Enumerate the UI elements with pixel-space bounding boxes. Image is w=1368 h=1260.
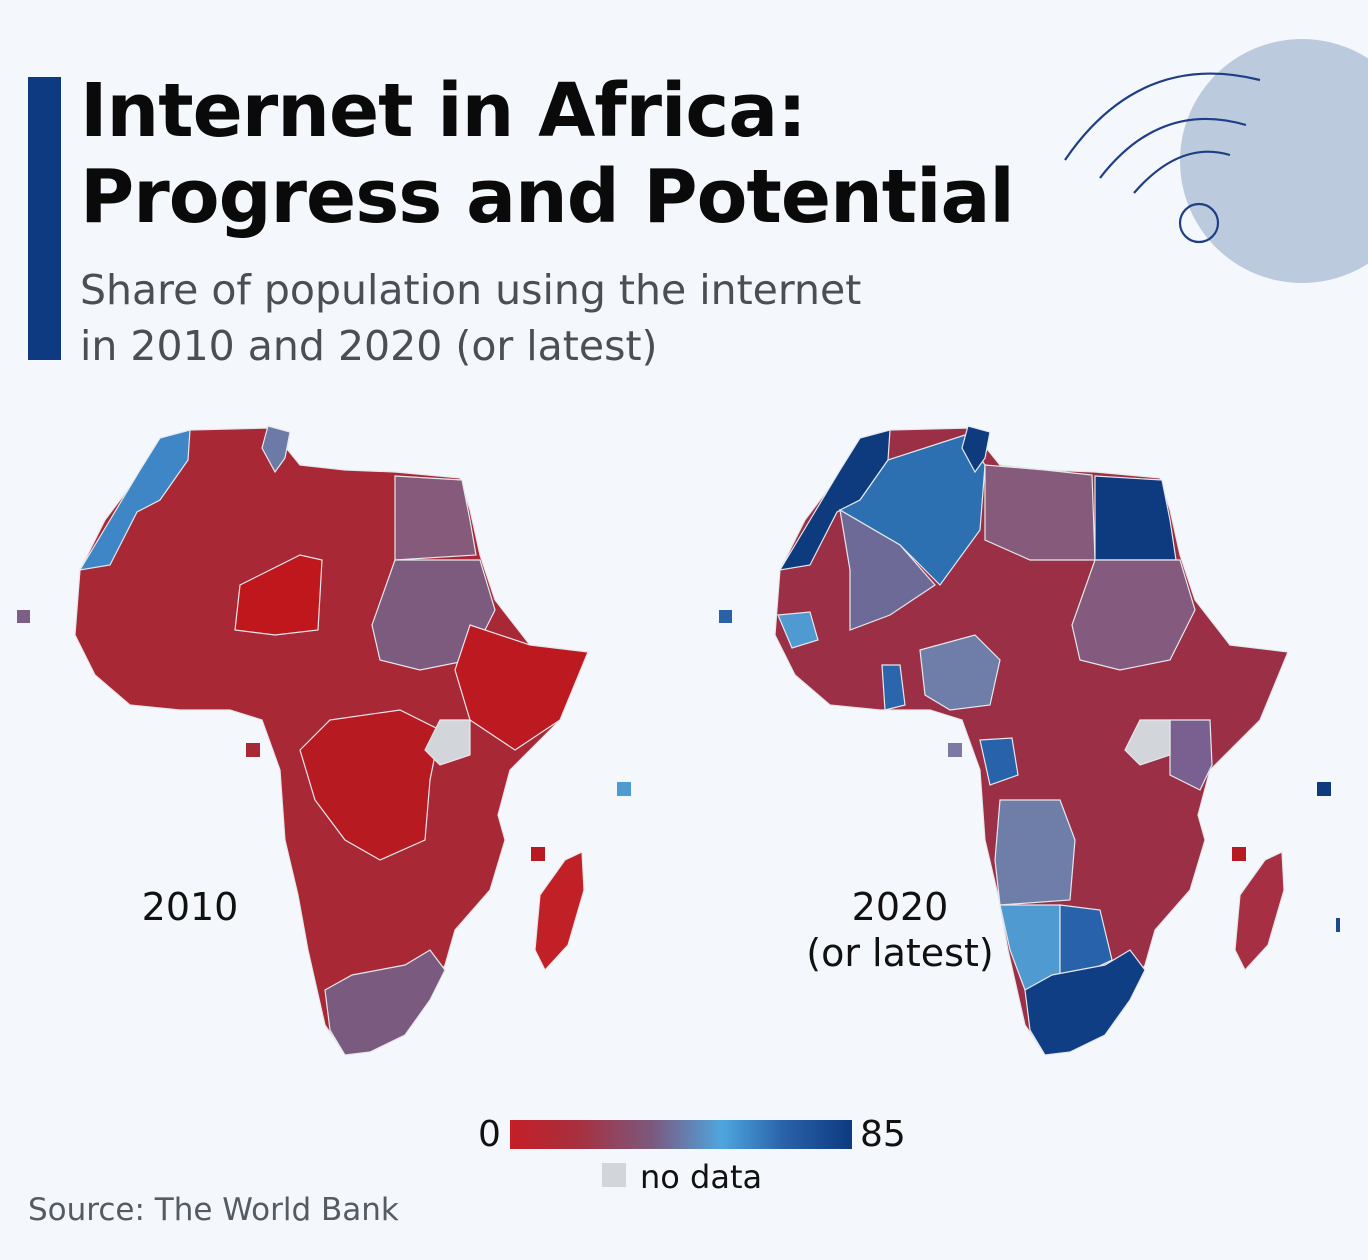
map-label-2010: 2010 <box>141 885 239 929</box>
map-2020-nigeria <box>919 634 1001 711</box>
legend-no-data-swatch <box>602 1163 626 1187</box>
map-2020-madagascar <box>1234 851 1285 972</box>
map-2020-egypt <box>1094 475 1177 561</box>
title-line-2: Progress and Potential <box>80 154 1015 240</box>
legend-min-label: 0 <box>478 1114 501 1155</box>
map-2020-gabon <box>979 737 1019 786</box>
map-2010-comoros <box>531 847 545 861</box>
title-line-1: Internet in Africa: <box>80 68 807 154</box>
map-2020-south-africa <box>1024 949 1146 1056</box>
map-2020-tunisia <box>961 425 991 474</box>
map-label-2020-line-1: 2020 <box>851 885 949 929</box>
subtitle: Share of population using the internet i… <box>80 262 861 374</box>
map-2010-morocco <box>78 429 191 571</box>
subtitle-line-1: Share of population using the internet <box>80 266 862 314</box>
map-2010-egypt <box>394 475 477 561</box>
map-label-2020-line-2: (or latest) <box>806 931 994 975</box>
map-2010-madagascar <box>534 851 585 972</box>
legend-max-label: 85 <box>860 1114 906 1155</box>
map-2010-cape-verde <box>17 610 30 623</box>
map-2020-comoros <box>1232 847 1246 861</box>
map-2020-angola <box>994 799 1076 906</box>
map-2020-mali <box>839 508 936 631</box>
accent-bar <box>28 77 61 360</box>
map-2010-niger <box>234 554 323 636</box>
map-2010-southern-africa <box>324 949 446 1056</box>
map-2020-uganda <box>1124 719 1171 766</box>
map-2020-ghana <box>881 664 906 711</box>
wifi-icon <box>1064 39 1368 283</box>
source-note: Source: The World Bank <box>28 1192 399 1228</box>
legend-color-scale <box>510 1120 852 1149</box>
africa-map-2020 <box>719 425 1340 1056</box>
africa-map-2010 <box>17 425 631 1056</box>
legend-no-data-label: no data <box>640 1158 763 1196</box>
subtitle-line-2: in 2010 and 2020 (or latest) <box>80 322 658 370</box>
map-2010-sao-tome <box>246 743 260 757</box>
map-2010-seychelles <box>617 782 631 796</box>
page-title: Internet in Africa: Progress and Potenti… <box>80 68 1015 240</box>
map-2010-drc <box>299 709 441 861</box>
map-label-2020: 2020 (or latest) <box>790 884 1010 976</box>
map-2020-libya <box>984 464 1096 561</box>
map-2010-uganda <box>424 719 471 766</box>
map-2010-ethiopia <box>454 624 589 751</box>
map-2020-senegal <box>777 611 819 649</box>
map-2020-seychelles <box>1317 782 1331 796</box>
map-2020-cape-verde <box>719 610 732 623</box>
map-2020-mauritius <box>1336 918 1340 932</box>
map-2020-sao-tome <box>948 743 962 757</box>
map-2020-kenya <box>1169 719 1213 791</box>
map-2020-sudan <box>1071 559 1196 671</box>
map-2010-tunisia <box>261 425 291 474</box>
